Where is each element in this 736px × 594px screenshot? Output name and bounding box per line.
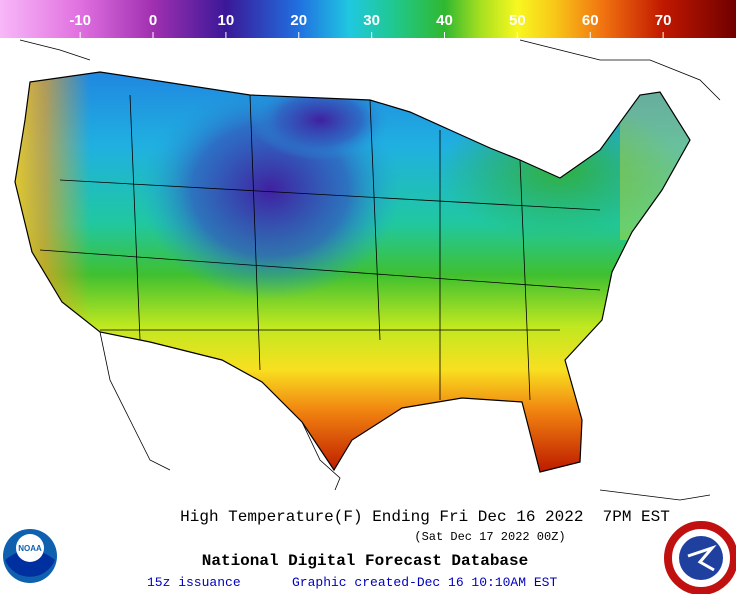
tick-label: 40 (436, 12, 453, 29)
color-scale (0, 0, 736, 38)
temperature-field (15, 72, 690, 472)
tick-label: 20 (290, 12, 307, 29)
tick-label: 30 (363, 12, 380, 29)
tick-label: 50 (509, 12, 526, 29)
tick-label: -10 (69, 12, 91, 29)
issuance: 15z issuance (147, 575, 241, 590)
noaa-label: NOAA (18, 544, 42, 553)
nws-logo (664, 521, 736, 594)
tick-label: 60 (582, 12, 599, 29)
created-time: Graphic created-Dec 16 10:10AM EST (292, 575, 557, 590)
tick-label: 70 (655, 12, 672, 29)
boundaries (19, 39, 721, 501)
tick-label: 10 (218, 12, 235, 29)
database-name: National Digital Forecast Database (202, 552, 528, 570)
noaa-logo: NOAA (3, 529, 57, 583)
tick-label: 0 (149, 12, 157, 29)
map-title: High Temperature(F) Ending Fri Dec 16 20… (180, 508, 670, 526)
map-subtitle: (Sat Dec 17 2022 00Z) (414, 530, 565, 544)
